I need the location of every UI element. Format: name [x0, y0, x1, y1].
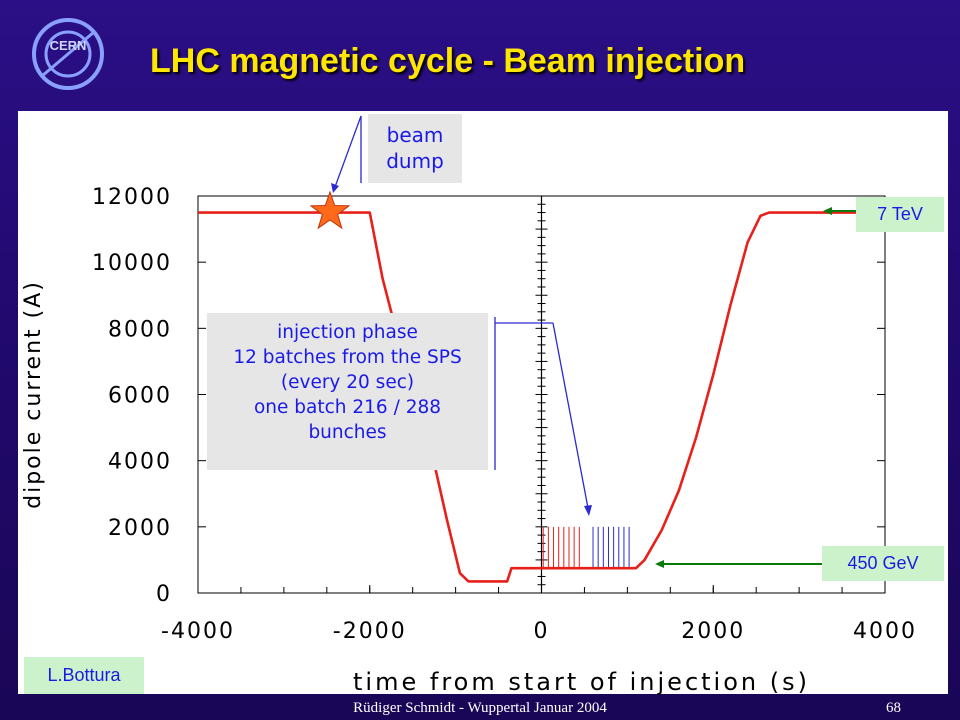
- injection-note-line: bunches: [308, 422, 387, 443]
- x-tick-label: 0: [534, 619, 550, 644]
- y-tick-label: 4000: [108, 450, 172, 475]
- injection-arrow: [552, 322, 589, 509]
- top-energy-arrowhead: [823, 207, 832, 215]
- injection-note-line: 12 batches from the SPS: [233, 347, 462, 368]
- injection-energy-label: 450 GeV: [822, 546, 944, 581]
- beam-dump-star-icon: [309, 190, 351, 230]
- author-label: L.Bottura: [24, 657, 144, 694]
- x-tick-label: -4000: [161, 619, 235, 644]
- y-tick-label: 2000: [108, 516, 172, 541]
- beam-dump-arrowhead: [331, 183, 339, 193]
- y-tick-label: 8000: [108, 317, 172, 342]
- x-axis-title: time from start of injection (s): [353, 668, 810, 696]
- top-energy-label: 7 TeV: [856, 197, 944, 232]
- beam-dump-line: dump: [386, 149, 444, 173]
- x-tick-label: 4000: [853, 619, 917, 644]
- y-tick-label: 0: [156, 582, 172, 607]
- injection-phase-note: injection phase 12 batches from the SPS …: [207, 313, 488, 470]
- cern-logo: CERN: [32, 18, 104, 90]
- injection-note-line: (every 20 sec): [280, 372, 415, 393]
- x-tick-label: -2000: [333, 619, 407, 644]
- injection-arrowhead: [584, 505, 592, 516]
- logo-text: CERN: [50, 38, 87, 53]
- page-number: 68: [886, 700, 901, 716]
- x-tick-label: 2000: [681, 619, 745, 644]
- beam-dump-note: beam dump: [368, 114, 462, 183]
- injection-note-line: one batch 216 / 288: [253, 397, 442, 418]
- injection-note-line: injection phase: [277, 322, 418, 343]
- y-tick-label: 12000: [92, 185, 172, 210]
- slide-title: LHC magnetic cycle - Beam injection: [150, 42, 746, 80]
- y-tick-label: 10000: [92, 251, 172, 276]
- footer-text: Rüdiger Schmidt - Wuppertal Januar 2004: [353, 700, 607, 716]
- y-axis-title: dipole current (A): [21, 280, 46, 509]
- y-tick-label: 6000: [108, 384, 172, 409]
- beam-dump-arrow: [334, 115, 362, 188]
- injection-energy-arrowhead: [655, 560, 664, 568]
- beam-dump-line: beam: [386, 123, 444, 147]
